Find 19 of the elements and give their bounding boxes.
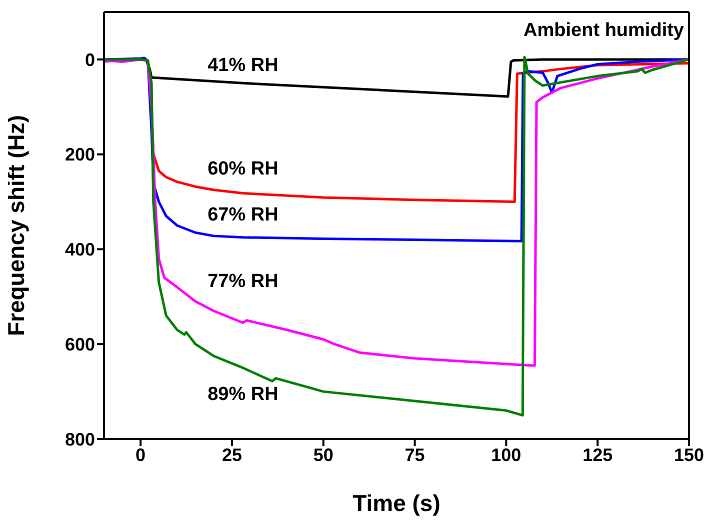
series-label: 89% RH (208, 384, 278, 405)
y-tick-label: 600 (64, 334, 95, 354)
annotation: Ambient humidity (524, 20, 684, 42)
series-label: 60% RH (208, 158, 278, 180)
x-tick-label: 100 (491, 444, 522, 465)
x-tick-label: 150 (674, 444, 704, 465)
series-label: 67% RH (208, 204, 278, 226)
x-tick-label: 0 (136, 444, 146, 465)
x-tick-label: 75 (404, 444, 425, 465)
x-tick-label: 25 (222, 444, 242, 465)
y-tick-label: 200 (64, 144, 95, 165)
series-label: 77% RH (208, 270, 278, 292)
x-axis-title: Time (s) (352, 490, 440, 516)
y-tick-label: 0 (84, 50, 95, 70)
y-tick-label: 800 (64, 429, 95, 450)
series-label: 41% RH (208, 55, 278, 76)
x-tick-label: 125 (582, 444, 613, 465)
x-tick-label: 50 (313, 444, 334, 465)
y-tick-label: 400 (64, 240, 95, 260)
